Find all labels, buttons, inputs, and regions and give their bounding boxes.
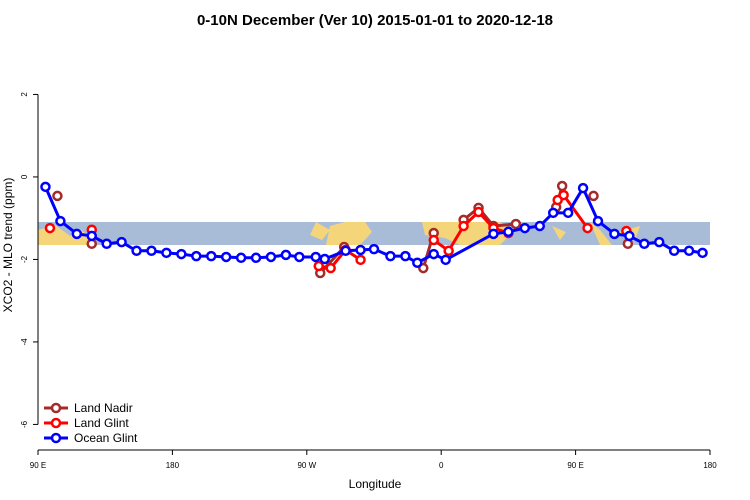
y-axis-label: XCO2 - MLO trend (ppm) xyxy=(1,178,15,313)
legend-label: Land Glint xyxy=(74,416,129,430)
point xyxy=(368,243,380,255)
point xyxy=(86,230,98,242)
point xyxy=(547,207,559,219)
point xyxy=(624,230,635,242)
x-tick-label: 90 E xyxy=(30,461,46,470)
point xyxy=(176,248,187,260)
legend-marker xyxy=(50,432,62,444)
point xyxy=(250,252,262,264)
point xyxy=(412,257,423,268)
point xyxy=(534,220,546,232)
point xyxy=(265,251,277,263)
point xyxy=(161,247,172,259)
point xyxy=(558,189,569,201)
map-strip xyxy=(38,222,710,247)
chart-title: 0-10N December (Ver 10) 2015-01-01 to 20… xyxy=(197,12,553,29)
point xyxy=(683,245,695,257)
point xyxy=(355,254,366,266)
x-tick-label: 180 xyxy=(166,461,180,470)
point xyxy=(428,248,439,260)
x-tick-label: 180 xyxy=(703,461,717,470)
y-tick-label: -6 xyxy=(20,420,29,428)
x-tick-label: 90 W xyxy=(297,461,316,470)
point xyxy=(582,222,593,234)
point xyxy=(40,181,51,193)
point xyxy=(385,250,396,262)
point xyxy=(280,249,292,261)
point xyxy=(609,228,620,240)
point xyxy=(588,190,599,202)
legend-marker xyxy=(50,417,62,429)
point xyxy=(592,215,604,227)
point xyxy=(556,180,568,192)
point xyxy=(220,251,232,263)
y-tick-label: 2 xyxy=(20,92,29,97)
point xyxy=(131,245,142,257)
land-patch xyxy=(590,222,612,245)
legend-label: Land Nadir xyxy=(74,401,133,415)
point xyxy=(653,236,665,248)
land-patch xyxy=(326,222,372,245)
legend-marker xyxy=(50,402,62,414)
point xyxy=(697,247,708,259)
point xyxy=(116,236,127,248)
x-tick-label: 0 xyxy=(439,461,444,470)
point xyxy=(44,222,56,234)
point xyxy=(639,238,650,250)
point xyxy=(510,218,522,230)
point xyxy=(428,234,439,246)
point xyxy=(71,228,83,240)
point xyxy=(146,245,157,257)
point xyxy=(668,245,680,257)
point xyxy=(235,252,247,264)
point xyxy=(191,250,202,262)
point xyxy=(325,262,336,274)
legend-label: Ocean Glint xyxy=(74,431,138,445)
point xyxy=(355,244,366,256)
point xyxy=(440,254,451,266)
point xyxy=(52,190,63,202)
y-tick-label: 0 xyxy=(20,174,29,179)
point xyxy=(458,220,469,232)
point xyxy=(443,245,454,257)
point xyxy=(319,253,330,265)
point xyxy=(400,250,411,262)
point xyxy=(313,260,324,272)
point xyxy=(55,215,66,227)
point xyxy=(101,238,112,250)
y-tick-label: -2 xyxy=(20,255,29,263)
x-tick-label: 90 E xyxy=(567,461,583,470)
point xyxy=(577,182,589,194)
land-patch xyxy=(552,226,566,240)
x-axis-label: Longitude xyxy=(349,477,402,491)
point xyxy=(473,206,484,218)
point xyxy=(310,251,322,263)
point xyxy=(519,222,531,234)
land-patch xyxy=(310,222,330,240)
point xyxy=(294,251,305,263)
point xyxy=(205,250,217,262)
point xyxy=(488,228,499,240)
y-tick-label: -4 xyxy=(20,338,29,346)
point xyxy=(503,226,514,238)
point xyxy=(562,207,574,219)
point xyxy=(340,245,351,257)
